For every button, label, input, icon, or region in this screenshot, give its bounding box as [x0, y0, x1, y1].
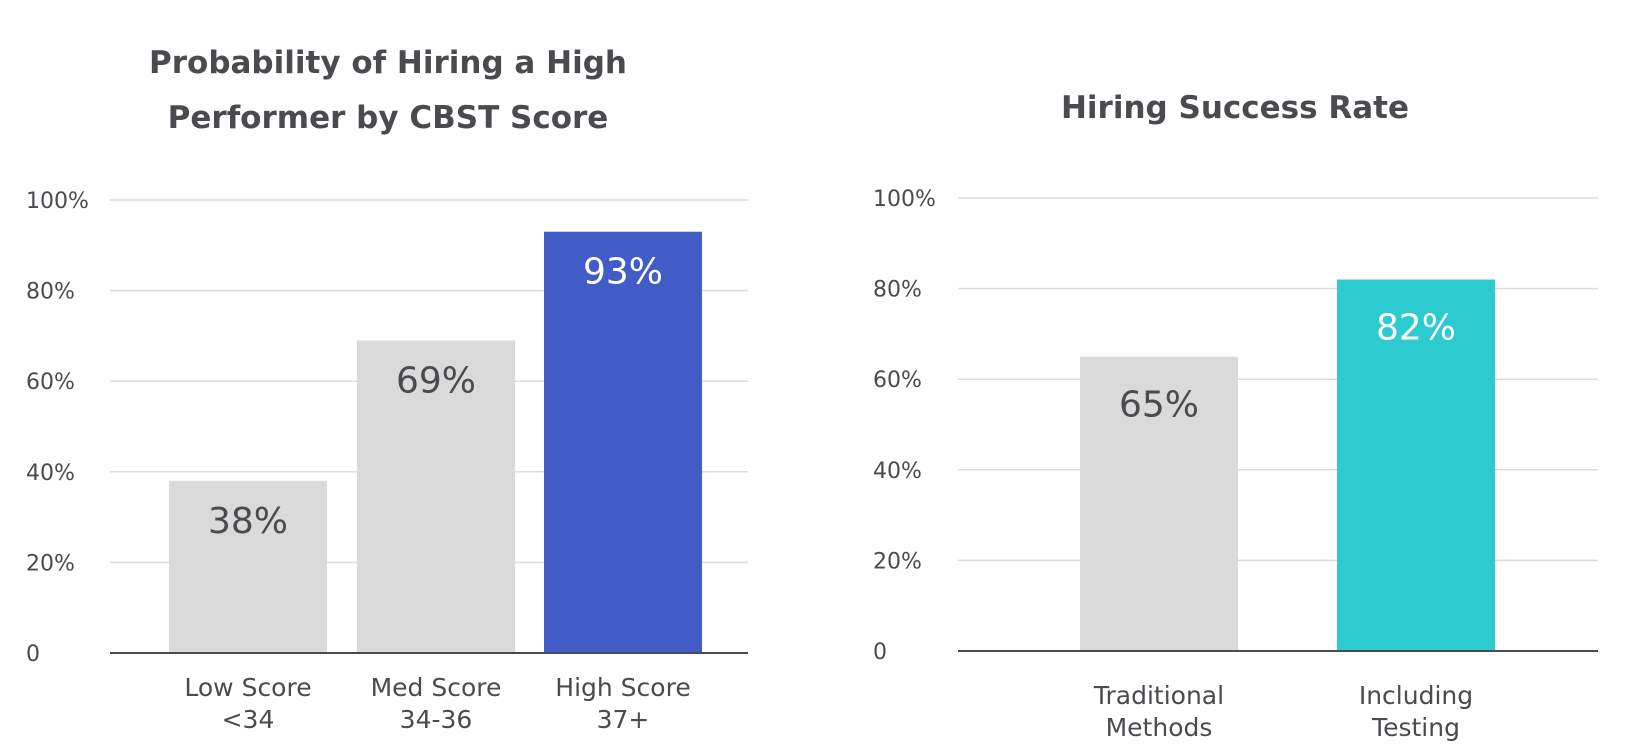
x-category-label: Low Score [184, 673, 311, 702]
chart-1: Probability of Hiring a High Performer by… [26, 45, 748, 734]
bar [357, 340, 515, 653]
chart-2: Hiring Success Rate 0 20% 40% 60% 80% 100% 65% T… [873, 90, 1598, 742]
y-tick-label: 20% [26, 551, 75, 576]
y-tick-label: 0 [26, 642, 40, 667]
x-category-label: Traditional [1093, 681, 1224, 710]
x-category-label: 34-36 [400, 705, 473, 734]
y-tick-label: 100% [26, 189, 89, 214]
data-label: 38% [208, 501, 288, 542]
bar [1080, 356, 1238, 651]
y-tick-label: 80% [873, 278, 922, 303]
x-category-label: Methods [1106, 713, 1213, 742]
y-tick-label: 20% [873, 549, 922, 574]
chart-title-line: Probability of Hiring a High [149, 45, 627, 81]
bar [169, 480, 327, 653]
x-category-label: Med Score [371, 673, 502, 702]
bar [1337, 279, 1495, 651]
data-label: 69% [396, 360, 476, 401]
y-tick-label: 0 [873, 640, 887, 665]
data-label: 93% [583, 252, 663, 293]
chart-title-line: Hiring Success Rate [1061, 90, 1409, 126]
x-category-label: High Score [555, 673, 690, 702]
y-tick-label: 60% [873, 368, 922, 393]
data-label: 65% [1119, 385, 1199, 426]
bar [544, 231, 702, 653]
y-tick-label: 100% [873, 187, 936, 212]
y-tick-label: 60% [26, 370, 75, 395]
x-category-label: Testing [1371, 713, 1460, 742]
y-tick-label: 40% [26, 461, 75, 486]
x-category-label: 37+ [597, 705, 650, 734]
x-category-label: Including [1359, 681, 1473, 710]
x-category-label: <34 [222, 705, 275, 734]
chart-title-line: Performer by CBST Score [168, 100, 609, 136]
y-tick-label: 40% [873, 459, 922, 484]
y-tick-label: 80% [26, 280, 75, 305]
data-label: 82% [1376, 308, 1456, 349]
